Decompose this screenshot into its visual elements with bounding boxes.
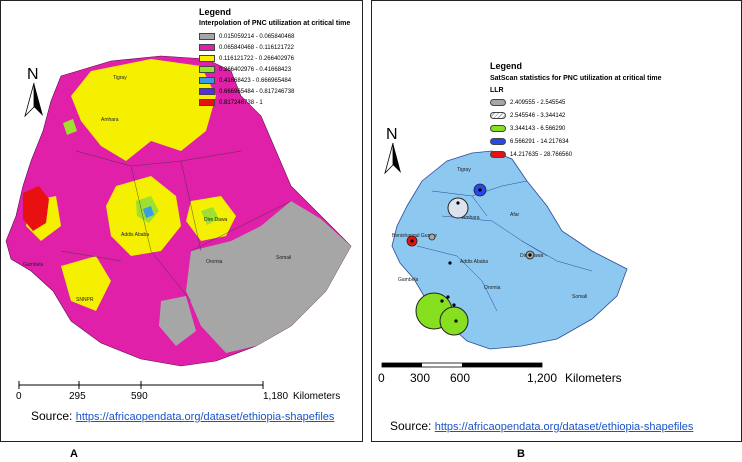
- map-panel-a: Tigray Amhara Addis Ababa Dire Dawa Orom…: [0, 0, 363, 442]
- source-label: Source:: [31, 409, 73, 423]
- svg-text:N: N: [27, 66, 39, 83]
- interpolation-map: Tigray Amhara Addis Ababa Dire Dawa Orom…: [5, 55, 352, 389]
- region-label-addis-b: Addis Ababa: [460, 259, 488, 265]
- legend-item: 14.217635 - 28.766560: [490, 151, 572, 158]
- scale-bar-a: [18, 381, 264, 389]
- scale-tick-0: 0: [378, 371, 385, 385]
- legend-subtitle-b: SatScan statistics for PNC utilization a…: [490, 75, 662, 82]
- scale-tick-1: 295: [69, 391, 86, 402]
- svg-text:N: N: [386, 126, 398, 143]
- source-link[interactable]: https://africaopendata.org/dataset/ethio…: [75, 411, 335, 423]
- scale-unit: Kilometers: [565, 371, 622, 385]
- region-borders-a: [60, 150, 292, 302]
- zone-red: [23, 186, 49, 231]
- region-borders-b: [416, 180, 593, 312]
- scale-tick-3: 1,200: [527, 371, 558, 385]
- region-label-addis-ababa: Addis Ababa: [121, 232, 149, 238]
- region-label-tigray-b: Tigray: [457, 167, 471, 173]
- source-label: Source:: [390, 419, 432, 433]
- legend-item: 0.41668423 - 0.666965484: [199, 77, 291, 84]
- region-label-gambela-b: Gambela: [398, 277, 419, 283]
- region-label-afar-b: Afar: [510, 212, 520, 218]
- zone-green-3: [63, 119, 77, 135]
- region-label-oromia: Oromia: [206, 259, 223, 265]
- region-label-amhara: Amhara: [101, 117, 119, 123]
- legend-item: 0.065840468 - 0.116121722: [199, 44, 294, 51]
- legend-item: 0.116121722 - 0.266402976: [199, 55, 294, 62]
- cluster-dot: [410, 239, 414, 243]
- cluster-dot: [478, 188, 482, 192]
- scale-tick-0: 0: [16, 391, 22, 402]
- region-label-snnpr: SNNPR: [76, 297, 94, 303]
- zone-blue: [143, 206, 154, 218]
- cluster-dot: [452, 303, 456, 307]
- region-label-somali-b: Somali: [572, 294, 587, 300]
- source-line-a: Source: https://africaopendata.org/datas…: [31, 409, 334, 423]
- region-label-tigray: Tigray: [113, 75, 127, 81]
- north-arrow-a: N: [24, 66, 43, 118]
- satscan-map: Tigray Amhara Afar Benishangul Gumuz Add…: [381, 126, 628, 368]
- scale-tick-2: 590: [131, 391, 148, 402]
- cluster-dot: [446, 295, 450, 299]
- cluster-dot: [528, 253, 532, 257]
- scale-tick-3: 1,180: [263, 391, 289, 402]
- legend-subtitle-a: Interpolation of PNC utilization at crit…: [199, 20, 351, 27]
- legend-item: 2.545546 - 3.344142: [490, 112, 565, 119]
- legend-item: 0.266402976 - 0.41668423: [199, 66, 291, 73]
- panel-letter-b: B: [517, 448, 525, 460]
- cluster-dot: [440, 299, 444, 303]
- zone-green-2: [201, 207, 219, 225]
- cluster-dot: [448, 261, 452, 265]
- cluster-dot: [456, 201, 460, 205]
- legend-item: 0.666965484 - 0.817246738: [199, 88, 294, 95]
- legend-item: 6.566291 - 14.217634: [490, 138, 569, 145]
- cluster-circle-green-medium: [439, 306, 469, 336]
- panel-letter-a: A: [70, 448, 78, 460]
- region-label-gambela: Gambela: [23, 262, 44, 268]
- region-label-somali: Somali: [276, 255, 291, 261]
- cluster-circle-grey-tiny: [428, 233, 436, 241]
- legend-item: 0.817246738 - 1: [199, 99, 263, 106]
- legend-item: 2.409555 - 2.545545: [490, 99, 565, 106]
- zone-grey-2: [159, 296, 196, 346]
- zone-yellow-north: [71, 59, 216, 161]
- north-arrow-b: N: [384, 126, 401, 175]
- legend-item: 0.015059214 - 0.065840468: [199, 33, 294, 40]
- region-label-dire-dawa: Dire Dawa: [204, 217, 228, 223]
- zone-grey: [186, 201, 351, 353]
- scale-tick-2: 600: [450, 371, 471, 385]
- zone-yellow-south: [61, 256, 111, 311]
- scale-tick-1: 300: [410, 371, 431, 385]
- region-label-amhara-b: Amhara: [462, 215, 480, 221]
- region-label-oromia-b: Oromia: [484, 285, 501, 291]
- scale-bar-b: [381, 362, 543, 368]
- legend-item: 3.344143 - 6.566290: [490, 125, 565, 132]
- source-line-b: Source: https://africaopendata.org/datas…: [390, 419, 693, 433]
- region-label-benishangul-b: Benishangul Gumuz: [392, 233, 438, 239]
- map-panel-b: Tigray Amhara Afar Benishangul Gumuz Add…: [371, 0, 742, 442]
- legend-title-a: Legend: [199, 7, 232, 17]
- source-link[interactable]: https://africaopendata.org/dataset/ethio…: [434, 421, 694, 433]
- legend-field-b: LLR: [490, 87, 504, 94]
- cluster-circle-grey-large: [447, 197, 469, 219]
- cluster-dot: [454, 319, 458, 323]
- legend-title-b: Legend: [490, 61, 523, 71]
- scale-unit: Kilometers: [293, 391, 341, 402]
